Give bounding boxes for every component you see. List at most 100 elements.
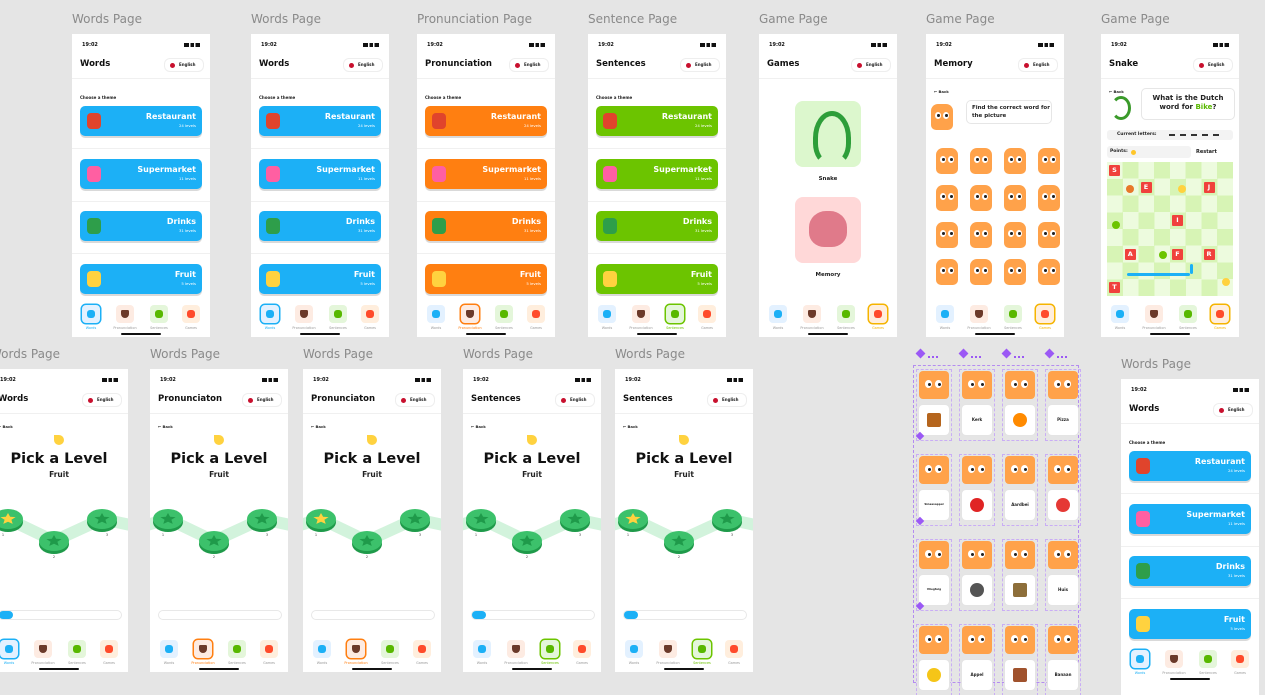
nav-button[interactable] xyxy=(666,305,684,323)
nav-button[interactable] xyxy=(329,305,347,323)
nav-button[interactable] xyxy=(261,305,279,323)
theme-card[interactable]: Restaurant 24 levels xyxy=(596,106,718,136)
restart-button[interactable]: Restart xyxy=(1196,149,1217,155)
theme-card[interactable]: Restaurant 24 levels xyxy=(425,106,547,136)
nav-button[interactable] xyxy=(361,305,379,323)
nav-button[interactable] xyxy=(381,640,399,658)
theme-card[interactable]: Restaurant 24 levels xyxy=(1129,451,1251,481)
theme-card[interactable]: Restaurant 24 levels xyxy=(80,106,202,136)
nav-button[interactable] xyxy=(573,640,591,658)
language-selector[interactable]: English xyxy=(1213,403,1253,417)
nav-button[interactable] xyxy=(68,640,86,658)
card-eye xyxy=(1054,550,1061,558)
theme-card[interactable]: Fruit 5 levels xyxy=(596,263,718,294)
nav-button[interactable] xyxy=(194,640,212,658)
theme-card[interactable]: Drinks 31 levels xyxy=(1129,556,1251,586)
theme-card[interactable]: Drinks 31 levels xyxy=(80,211,202,241)
card-back xyxy=(1048,371,1078,399)
nav-button[interactable] xyxy=(1004,305,1022,323)
language-selector[interactable]: English xyxy=(707,393,747,407)
theme-card[interactable]: Drinks 31 levels xyxy=(596,211,718,241)
nav-button[interactable] xyxy=(625,640,643,658)
nav-button[interactable] xyxy=(1165,650,1183,668)
letter-tile: T xyxy=(1109,282,1120,294)
language-selector[interactable]: English xyxy=(164,58,204,72)
theme-icon xyxy=(87,165,101,182)
nav-button[interactable] xyxy=(260,640,278,658)
nav-button[interactable] xyxy=(1199,650,1217,668)
nav-button[interactable] xyxy=(82,305,100,323)
nav-button[interactable] xyxy=(1131,650,1149,668)
nav-button[interactable] xyxy=(598,305,616,323)
nav-button[interactable] xyxy=(527,305,545,323)
theme-card[interactable]: Fruit 5 levels xyxy=(259,263,381,294)
nav-button[interactable] xyxy=(693,640,711,658)
language-selector[interactable]: English xyxy=(1018,58,1058,72)
nav-button[interactable] xyxy=(1145,305,1163,323)
language-selector[interactable]: English xyxy=(851,58,891,72)
component-marker-dots xyxy=(1057,356,1067,358)
nav-button[interactable] xyxy=(507,640,525,658)
theme-card[interactable]: Restaurant 24 levels xyxy=(259,106,381,136)
nav-button[interactable] xyxy=(0,640,18,658)
language-selector[interactable]: English xyxy=(1193,58,1233,72)
nav-button[interactable] xyxy=(769,305,787,323)
nav-button[interactable] xyxy=(1036,305,1054,323)
nav-button[interactable] xyxy=(869,305,887,323)
card-face xyxy=(962,490,992,520)
theme-card[interactable]: Supermarket 11 levels xyxy=(80,158,202,189)
pupil xyxy=(942,158,945,161)
nav-button[interactable] xyxy=(725,640,743,658)
theme-card[interactable]: Fruit 5 levels xyxy=(80,263,202,294)
nav-button[interactable] xyxy=(803,305,821,323)
nav-button[interactable] xyxy=(427,305,445,323)
nav-label: Pronunciation xyxy=(292,326,316,330)
nav-button[interactable] xyxy=(182,305,200,323)
nav-button[interactable] xyxy=(313,640,331,658)
nav-button[interactable] xyxy=(160,640,178,658)
nav-button[interactable] xyxy=(116,305,134,323)
nav-button[interactable] xyxy=(473,640,491,658)
nav-button[interactable] xyxy=(632,305,650,323)
theme-card[interactable]: Supermarket 11 levels xyxy=(425,158,547,189)
theme-card[interactable]: Supermarket 11 levels xyxy=(596,158,718,189)
theme-card[interactable]: Drinks 31 levels xyxy=(425,211,547,241)
nav-button[interactable] xyxy=(541,640,559,658)
nav-button[interactable] xyxy=(295,305,313,323)
nav-button[interactable] xyxy=(698,305,716,323)
nav-button[interactable] xyxy=(837,305,855,323)
nav-button[interactable] xyxy=(1231,650,1249,668)
language-selector[interactable]: English xyxy=(555,393,595,407)
language-selector[interactable]: English xyxy=(82,393,122,407)
theme-card[interactable]: Supermarket 11 levels xyxy=(1129,503,1251,534)
theme-card[interactable]: Fruit 5 levels xyxy=(425,263,547,294)
level-star xyxy=(671,535,687,546)
frame-label: Words Page xyxy=(615,347,685,361)
game-tile[interactable] xyxy=(795,197,861,263)
nav-button[interactable] xyxy=(970,305,988,323)
nav-button[interactable] xyxy=(347,640,365,658)
nav-button[interactable] xyxy=(34,640,52,658)
language-selector[interactable]: English xyxy=(680,58,720,72)
nav-button[interactable] xyxy=(1179,305,1197,323)
nav-button[interactable] xyxy=(461,305,479,323)
nav-button[interactable] xyxy=(100,640,118,658)
pupil xyxy=(1010,269,1013,272)
nav-button[interactable] xyxy=(228,640,246,658)
nav-button[interactable] xyxy=(1211,305,1229,323)
nav-button[interactable] xyxy=(413,640,431,658)
nav-button[interactable] xyxy=(1111,305,1129,323)
nav-button[interactable] xyxy=(495,305,513,323)
language-selector[interactable]: English xyxy=(395,393,435,407)
status-time: 19:02 xyxy=(473,377,489,383)
nav-button[interactable] xyxy=(150,305,168,323)
theme-card[interactable]: Fruit 5 levels xyxy=(1129,608,1251,639)
language-selector[interactable]: English xyxy=(509,58,549,72)
language-selector[interactable]: English xyxy=(242,393,282,407)
theme-card[interactable]: Supermarket 11 levels xyxy=(259,158,381,189)
nav-button[interactable] xyxy=(659,640,677,658)
nav-button[interactable] xyxy=(936,305,954,323)
game-tile[interactable] xyxy=(795,101,861,167)
language-selector[interactable]: English xyxy=(343,58,383,72)
theme-card[interactable]: Drinks 31 levels xyxy=(259,211,381,241)
